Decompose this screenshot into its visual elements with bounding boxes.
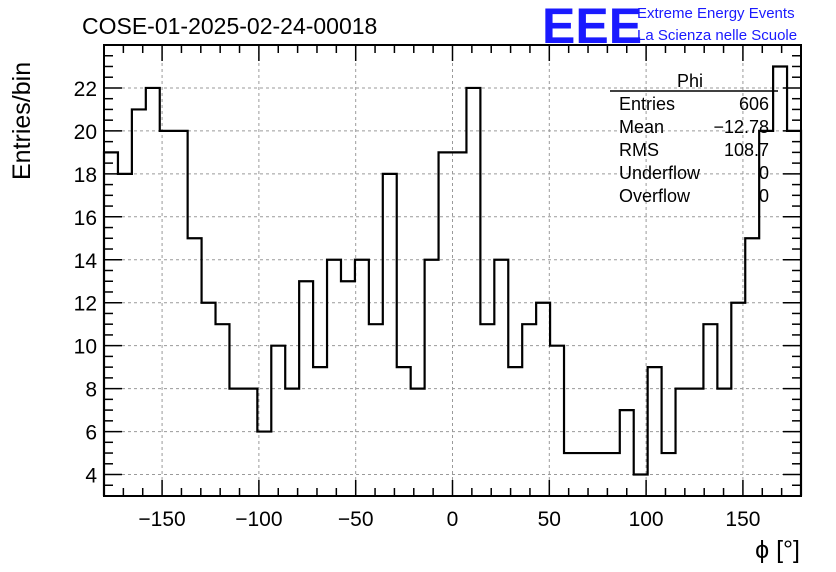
stats-box: Phi Entries 606 Mean −12.78 RMS 108.7 Underflo… (610, 71, 778, 206)
stats-value: 108.7 (724, 140, 769, 160)
brand-line-1: Extreme Energy Events (637, 5, 795, 22)
stats-label: Overflow (619, 186, 691, 206)
y-tick-label: 14 (74, 250, 98, 273)
stats-label: Entries (619, 94, 675, 114)
x-tick-labels: −150 −100 −50 0 50 100 150 (138, 508, 760, 531)
chart-title: COSE-01-2025-02-24-00018 (82, 13, 377, 39)
y-axis-title: Entries/bin (8, 62, 36, 180)
y-tick-label: 6 (85, 422, 97, 445)
y-tick-label: 10 (74, 336, 97, 359)
eee-logo: EEE (542, 0, 642, 54)
grid-lines (104, 45, 801, 496)
stats-value: 0 (759, 186, 769, 206)
stats-title: Phi (677, 71, 703, 91)
x-tick-label: −100 (235, 508, 282, 531)
x-tick-label: −150 (138, 508, 185, 531)
histogram-line (102, 65, 803, 496)
axis-ticks (103, 44, 802, 497)
y-tick-label: 8 (85, 379, 97, 402)
x-tick-label: 150 (725, 508, 760, 531)
y-tick-label: 12 (74, 293, 97, 316)
x-tick-label: 0 (447, 508, 459, 531)
x-tick-label: −50 (338, 508, 374, 531)
y-tick-labels: 4 6 8 10 12 14 16 18 20 22 (74, 78, 98, 488)
eee-branding: EEE Extreme Energy Events La Scienza nel… (542, 0, 797, 54)
x-tick-label: 50 (538, 508, 561, 531)
y-tick-label: 22 (74, 78, 97, 101)
stats-value: −12.78 (713, 117, 769, 137)
y-tick-label: 18 (74, 164, 97, 187)
x-axis-title: ϕ [°] (755, 536, 800, 564)
stats-value: 606 (739, 94, 769, 114)
y-tick-label: 20 (74, 121, 97, 144)
stats-label: Underflow (619, 163, 701, 183)
stats-label: Mean (619, 117, 664, 137)
y-tick-label: 16 (74, 207, 97, 230)
brand-line-2: La Scienza nelle Scuole (637, 27, 797, 44)
stats-label: RMS (619, 140, 659, 160)
stats-value: 0 (759, 163, 769, 183)
y-tick-label: 4 (85, 465, 97, 488)
x-tick-label: 100 (629, 508, 664, 531)
